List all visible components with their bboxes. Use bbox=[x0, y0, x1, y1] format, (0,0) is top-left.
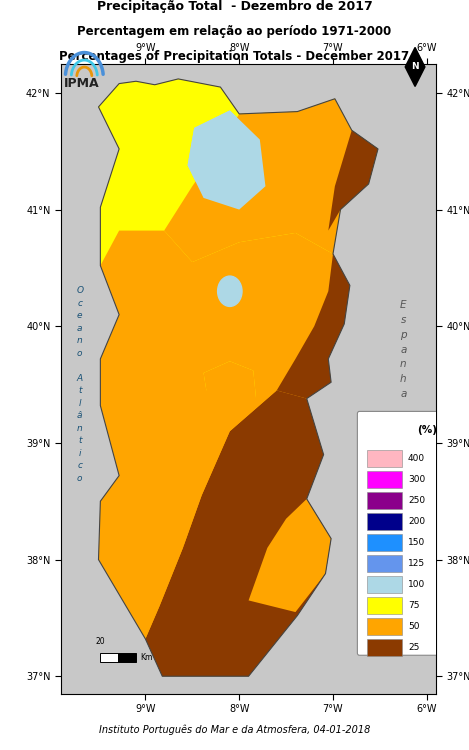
Bar bbox=[367, 575, 402, 593]
Text: 200: 200 bbox=[408, 517, 425, 526]
Text: N: N bbox=[411, 62, 419, 71]
Bar bbox=[367, 470, 402, 488]
Bar bbox=[100, 653, 118, 662]
Bar bbox=[367, 638, 402, 656]
Text: 300: 300 bbox=[408, 475, 425, 484]
Polygon shape bbox=[61, 64, 436, 694]
Bar bbox=[367, 533, 402, 551]
Polygon shape bbox=[100, 379, 202, 639]
Text: 50: 50 bbox=[408, 622, 420, 631]
Polygon shape bbox=[164, 99, 378, 262]
Text: 20: 20 bbox=[96, 637, 105, 646]
Text: Percentagem em relação ao período 1971-2000: Percentagem em relação ao período 1971-2… bbox=[77, 26, 392, 38]
Bar bbox=[118, 653, 136, 662]
Polygon shape bbox=[249, 499, 331, 612]
Text: 25: 25 bbox=[408, 643, 419, 652]
FancyBboxPatch shape bbox=[357, 412, 469, 656]
Polygon shape bbox=[405, 47, 425, 86]
Bar bbox=[367, 449, 402, 467]
Polygon shape bbox=[188, 110, 265, 209]
Polygon shape bbox=[188, 110, 265, 209]
Text: IPMA: IPMA bbox=[64, 76, 100, 90]
Polygon shape bbox=[328, 130, 378, 230]
Polygon shape bbox=[98, 382, 331, 676]
Text: Precipitação Total  - Dezembro de 2017: Precipitação Total - Dezembro de 2017 bbox=[97, 0, 372, 13]
Text: E
s
p
a
n
h
a: E s p a n h a bbox=[400, 300, 407, 399]
Bar bbox=[367, 596, 402, 614]
Text: 250: 250 bbox=[408, 496, 425, 505]
Text: 100: 100 bbox=[408, 580, 425, 589]
Polygon shape bbox=[127, 362, 277, 548]
Circle shape bbox=[218, 276, 242, 307]
Text: Percentages of Precipitation Totals - December 2017: Percentages of Precipitation Totals - De… bbox=[60, 50, 409, 63]
Text: Instituto Português do Mar e da Atmosfera, 04-01-2018: Instituto Português do Mar e da Atmosfer… bbox=[99, 724, 370, 735]
Polygon shape bbox=[277, 254, 350, 398]
Bar bbox=[367, 512, 402, 530]
Polygon shape bbox=[204, 362, 256, 414]
Text: O
c
e
a
n
o
 
A
t
l
â
n
t
i
c
o: O c e a n o A t l â n t i c o bbox=[76, 286, 83, 483]
Text: 125: 125 bbox=[408, 559, 425, 568]
Polygon shape bbox=[98, 79, 378, 266]
Polygon shape bbox=[98, 79, 378, 676]
Text: 400: 400 bbox=[408, 454, 425, 463]
Bar bbox=[367, 491, 402, 509]
Text: 150: 150 bbox=[408, 538, 425, 547]
Bar bbox=[367, 554, 402, 572]
Text: Km: Km bbox=[141, 653, 153, 662]
Text: 75: 75 bbox=[408, 601, 420, 610]
Bar bbox=[367, 617, 402, 635]
Text: (%): (%) bbox=[417, 425, 438, 436]
